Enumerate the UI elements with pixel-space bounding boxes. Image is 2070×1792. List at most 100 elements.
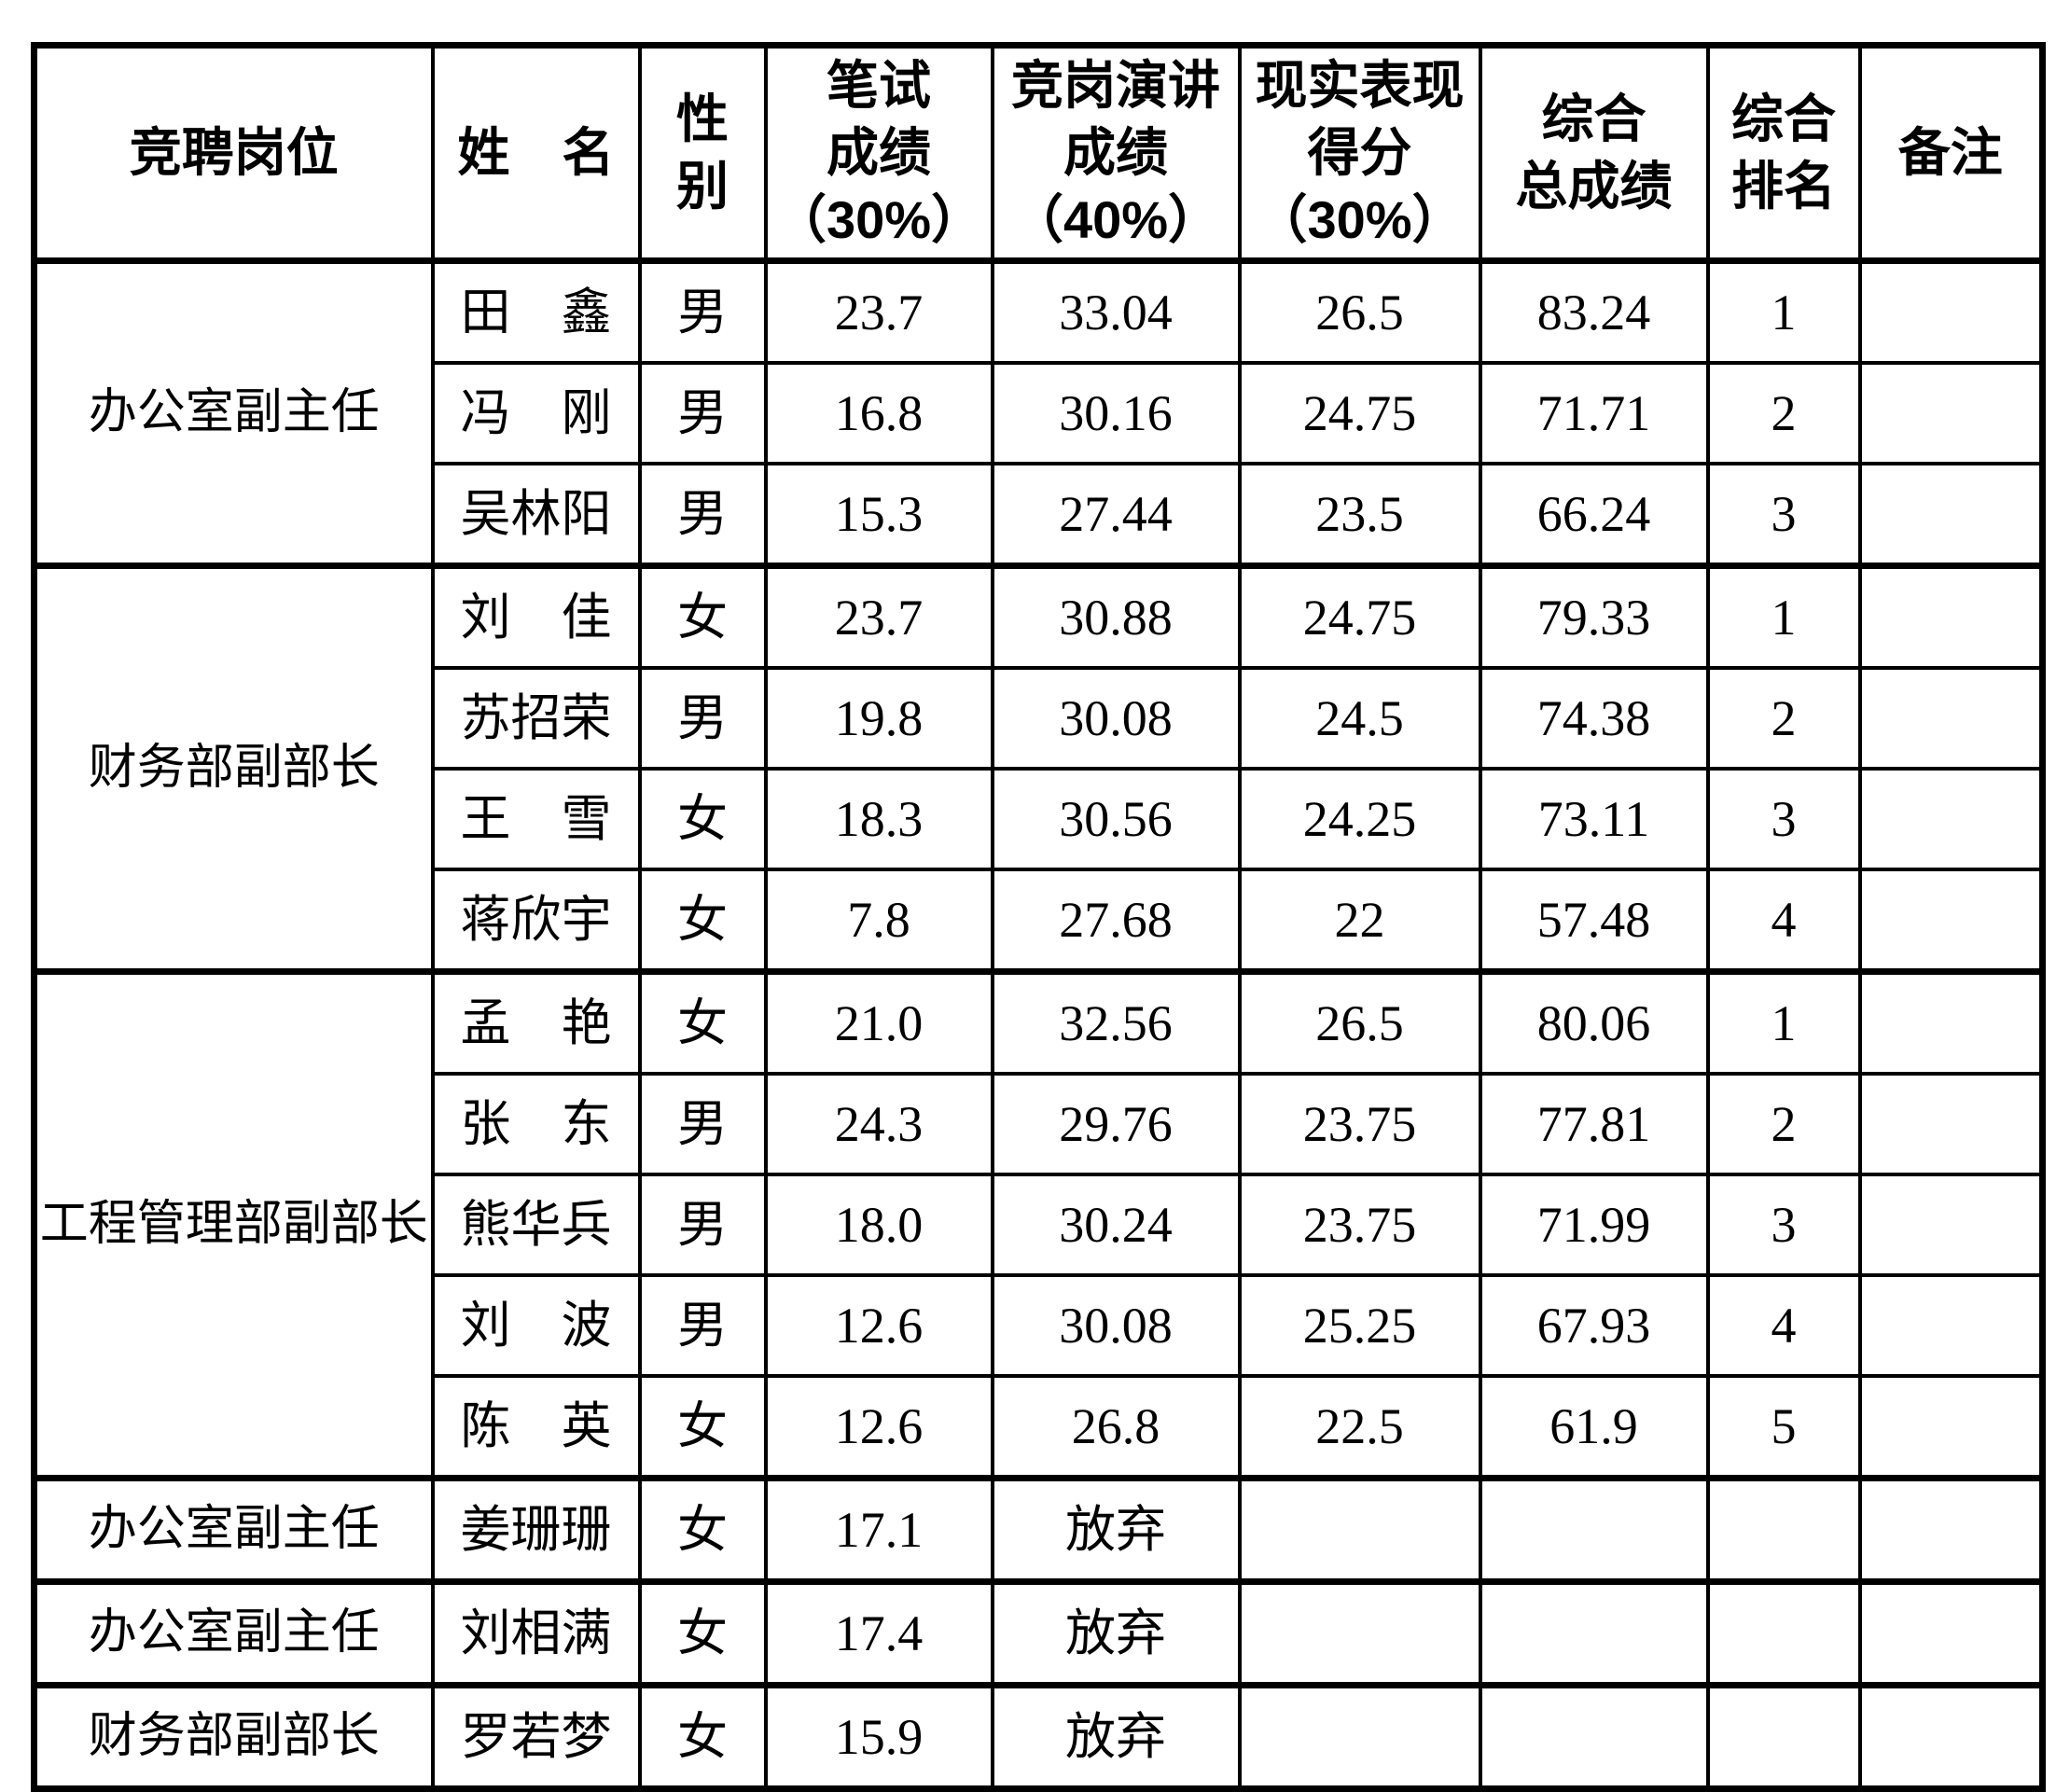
table-body: 办公室副主任田 鑫男 23.7 33.04 26.5 83.24 1 冯 刚男 16.8 30.… — [32, 257, 2045, 1791]
speech-score-cell: 33.04 — [990, 257, 1242, 365]
note-cell — [1857, 462, 2045, 568]
position-cell: 办公室副主任 — [32, 1475, 435, 1584]
name-cell: 陈 英 — [430, 1374, 642, 1480]
gender-cell: 女 — [637, 1682, 768, 1791]
reality-score-cell: 25.25 — [1237, 1273, 1482, 1378]
table-row: 冯 刚男 16.8 30.16 24.75 71.71 2 — [35, 361, 2045, 465]
total-score-cell: 73.11 — [1478, 767, 1710, 871]
name-cell: 孟 艳 — [430, 968, 642, 1076]
total-score-cell: 80.06 — [1478, 968, 1710, 1076]
rank-cell — [1705, 1475, 1862, 1584]
total-score-cell: 71.71 — [1478, 361, 1710, 465]
position-cell: 财务部副部长 — [32, 1682, 435, 1791]
name-cell: 蒋欣宇 — [430, 868, 642, 974]
table-row: 办公室副主任 姜珊珊女 17.1 放弃 — [32, 1475, 2045, 1584]
name-cell: 田 鑫 — [430, 257, 642, 365]
gender-cell: 男 — [637, 1173, 768, 1277]
written-score-cell: 18.0 — [763, 1173, 994, 1277]
name-cell: 刘 佳 — [430, 563, 642, 670]
name-cell: 刘 波 — [430, 1273, 642, 1378]
rank-cell: 3 — [1705, 767, 1862, 871]
note-cell — [1857, 361, 2045, 465]
total-score-cell: 61.9 — [1478, 1374, 1710, 1480]
rank-cell: 1 — [1705, 563, 1862, 670]
reality-score-cell — [1237, 1475, 1482, 1584]
note-cell — [1857, 1072, 2045, 1176]
name-cell: 张 东 — [430, 1072, 642, 1176]
gender-cell: 男 — [637, 257, 768, 365]
reality-score-cell — [1237, 1682, 1482, 1791]
rank-cell: 4 — [1705, 868, 1862, 974]
note-cell — [1857, 257, 2045, 365]
total-score-cell — [1478, 1475, 1710, 1584]
gender-cell: 男 — [637, 666, 768, 771]
name-cell: 王 雪 — [430, 767, 642, 871]
written-score-cell: 15.9 — [763, 1682, 994, 1791]
note-cell — [1857, 1682, 2045, 1791]
note-cell — [1857, 666, 2045, 771]
gender-cell: 男 — [637, 462, 768, 568]
speech-score-cell: 30.88 — [990, 563, 1242, 670]
total-score-cell: 77.81 — [1478, 1072, 1710, 1176]
gender-cell: 女 — [637, 1374, 768, 1480]
speech-score-cell: 30.24 — [990, 1173, 1242, 1277]
gender-cell: 男 — [637, 1273, 768, 1378]
written-score-cell: 15.3 — [763, 462, 994, 568]
header-speech-score: 竞岗演讲 成绩 （40%） — [990, 43, 1242, 264]
position-cell: 办公室副主任 — [32, 257, 435, 568]
table-row: 财务部副部长 罗若梦女 15.9 放弃 — [32, 1682, 2045, 1791]
table-row: 吴林阳男 15.3 27.44 23.5 66.24 3 — [35, 462, 2045, 568]
table-row: 办公室副主任 刘相满女 17.4 放弃 — [32, 1578, 2045, 1688]
header-written-score: 笔试 成绩 （30%） — [763, 43, 994, 264]
table-row: 财务部副部长刘 佳女 23.7 30.88 24.75 79.33 1 — [32, 563, 2045, 974]
speech-score-cell: 30.16 — [990, 361, 1242, 465]
reality-score-cell: 22.5 — [1237, 1374, 1482, 1480]
rank-cell: 5 — [1705, 1374, 1862, 1480]
written-score-cell: 24.3 — [763, 1072, 994, 1176]
reality-score-cell — [1237, 1578, 1482, 1688]
rank-cell: 3 — [1705, 1173, 1862, 1277]
rank-cell: 4 — [1705, 1273, 1862, 1378]
written-score-cell: 12.6 — [763, 1374, 994, 1480]
table-header: 竞聘岗位 姓 名 性 别 笔试 成绩 （30%） 竞岗演讲 成绩 （40%） 现… — [32, 43, 2045, 264]
header-name: 姓 名 — [430, 43, 642, 264]
total-score-cell: 83.24 — [1478, 257, 1710, 365]
competition-score-table: 竞聘岗位 姓 名 性 别 笔试 成绩 （30%） 竞岗演讲 成绩 （40%） 现… — [31, 42, 2046, 1792]
gender-cell: 男 — [637, 1072, 768, 1176]
written-score-cell: 19.8 — [763, 666, 994, 771]
reality-score-cell: 24.75 — [1237, 361, 1482, 465]
reality-score-cell: 26.5 — [1237, 968, 1482, 1076]
table-row: 办公室副主任田 鑫男 23.7 33.04 26.5 83.24 1 — [32, 257, 2045, 568]
reality-score-cell: 23.75 — [1237, 1072, 1482, 1176]
note-cell — [1857, 868, 2045, 974]
written-score-cell: 18.3 — [763, 767, 994, 871]
speech-score-cell: 29.76 — [990, 1072, 1242, 1176]
rank-cell: 2 — [1705, 1072, 1862, 1176]
reality-score-cell: 22 — [1237, 868, 1482, 974]
name-cell: 姜珊珊 — [430, 1475, 642, 1584]
table-row: 刘 波男 12.6 30.08 25.25 67.93 4 — [35, 1273, 2045, 1378]
written-score-cell: 12.6 — [763, 1273, 994, 1378]
table-row: 王 雪女 18.3 30.56 24.25 73.11 3 — [35, 767, 2045, 871]
rank-cell — [1705, 1578, 1862, 1688]
reality-score-cell: 23.75 — [1237, 1173, 1482, 1277]
gender-cell: 女 — [637, 767, 768, 871]
header-gender: 性 别 — [637, 43, 768, 264]
rank-cell — [1705, 1682, 1862, 1791]
total-score-cell — [1478, 1682, 1710, 1791]
written-score-cell: 17.4 — [763, 1578, 994, 1688]
total-score-cell: 79.33 — [1478, 563, 1710, 670]
note-cell — [1857, 1273, 2045, 1378]
gender-cell: 女 — [637, 1578, 768, 1688]
reality-score-cell: 26.5 — [1237, 257, 1482, 365]
rank-cell: 2 — [1705, 361, 1862, 465]
header-rank: 综合 排名 — [1705, 43, 1862, 264]
header-row: 竞聘岗位 姓 名 性 别 笔试 成绩 （30%） 竞岗演讲 成绩 （40%） 现… — [32, 43, 2045, 264]
written-score-cell: 23.7 — [763, 563, 994, 670]
speech-score-cell: 放弃 — [990, 1475, 1242, 1584]
note-cell — [1857, 1578, 2045, 1688]
table-row: 工程管理部副部长孟 艳女 21.0 32.56 26.5 80.06 1 — [32, 968, 2045, 1480]
rank-cell: 2 — [1705, 666, 1862, 771]
speech-score-cell: 放弃 — [990, 1578, 1242, 1688]
position-cell: 工程管理部副部长 — [32, 968, 435, 1480]
